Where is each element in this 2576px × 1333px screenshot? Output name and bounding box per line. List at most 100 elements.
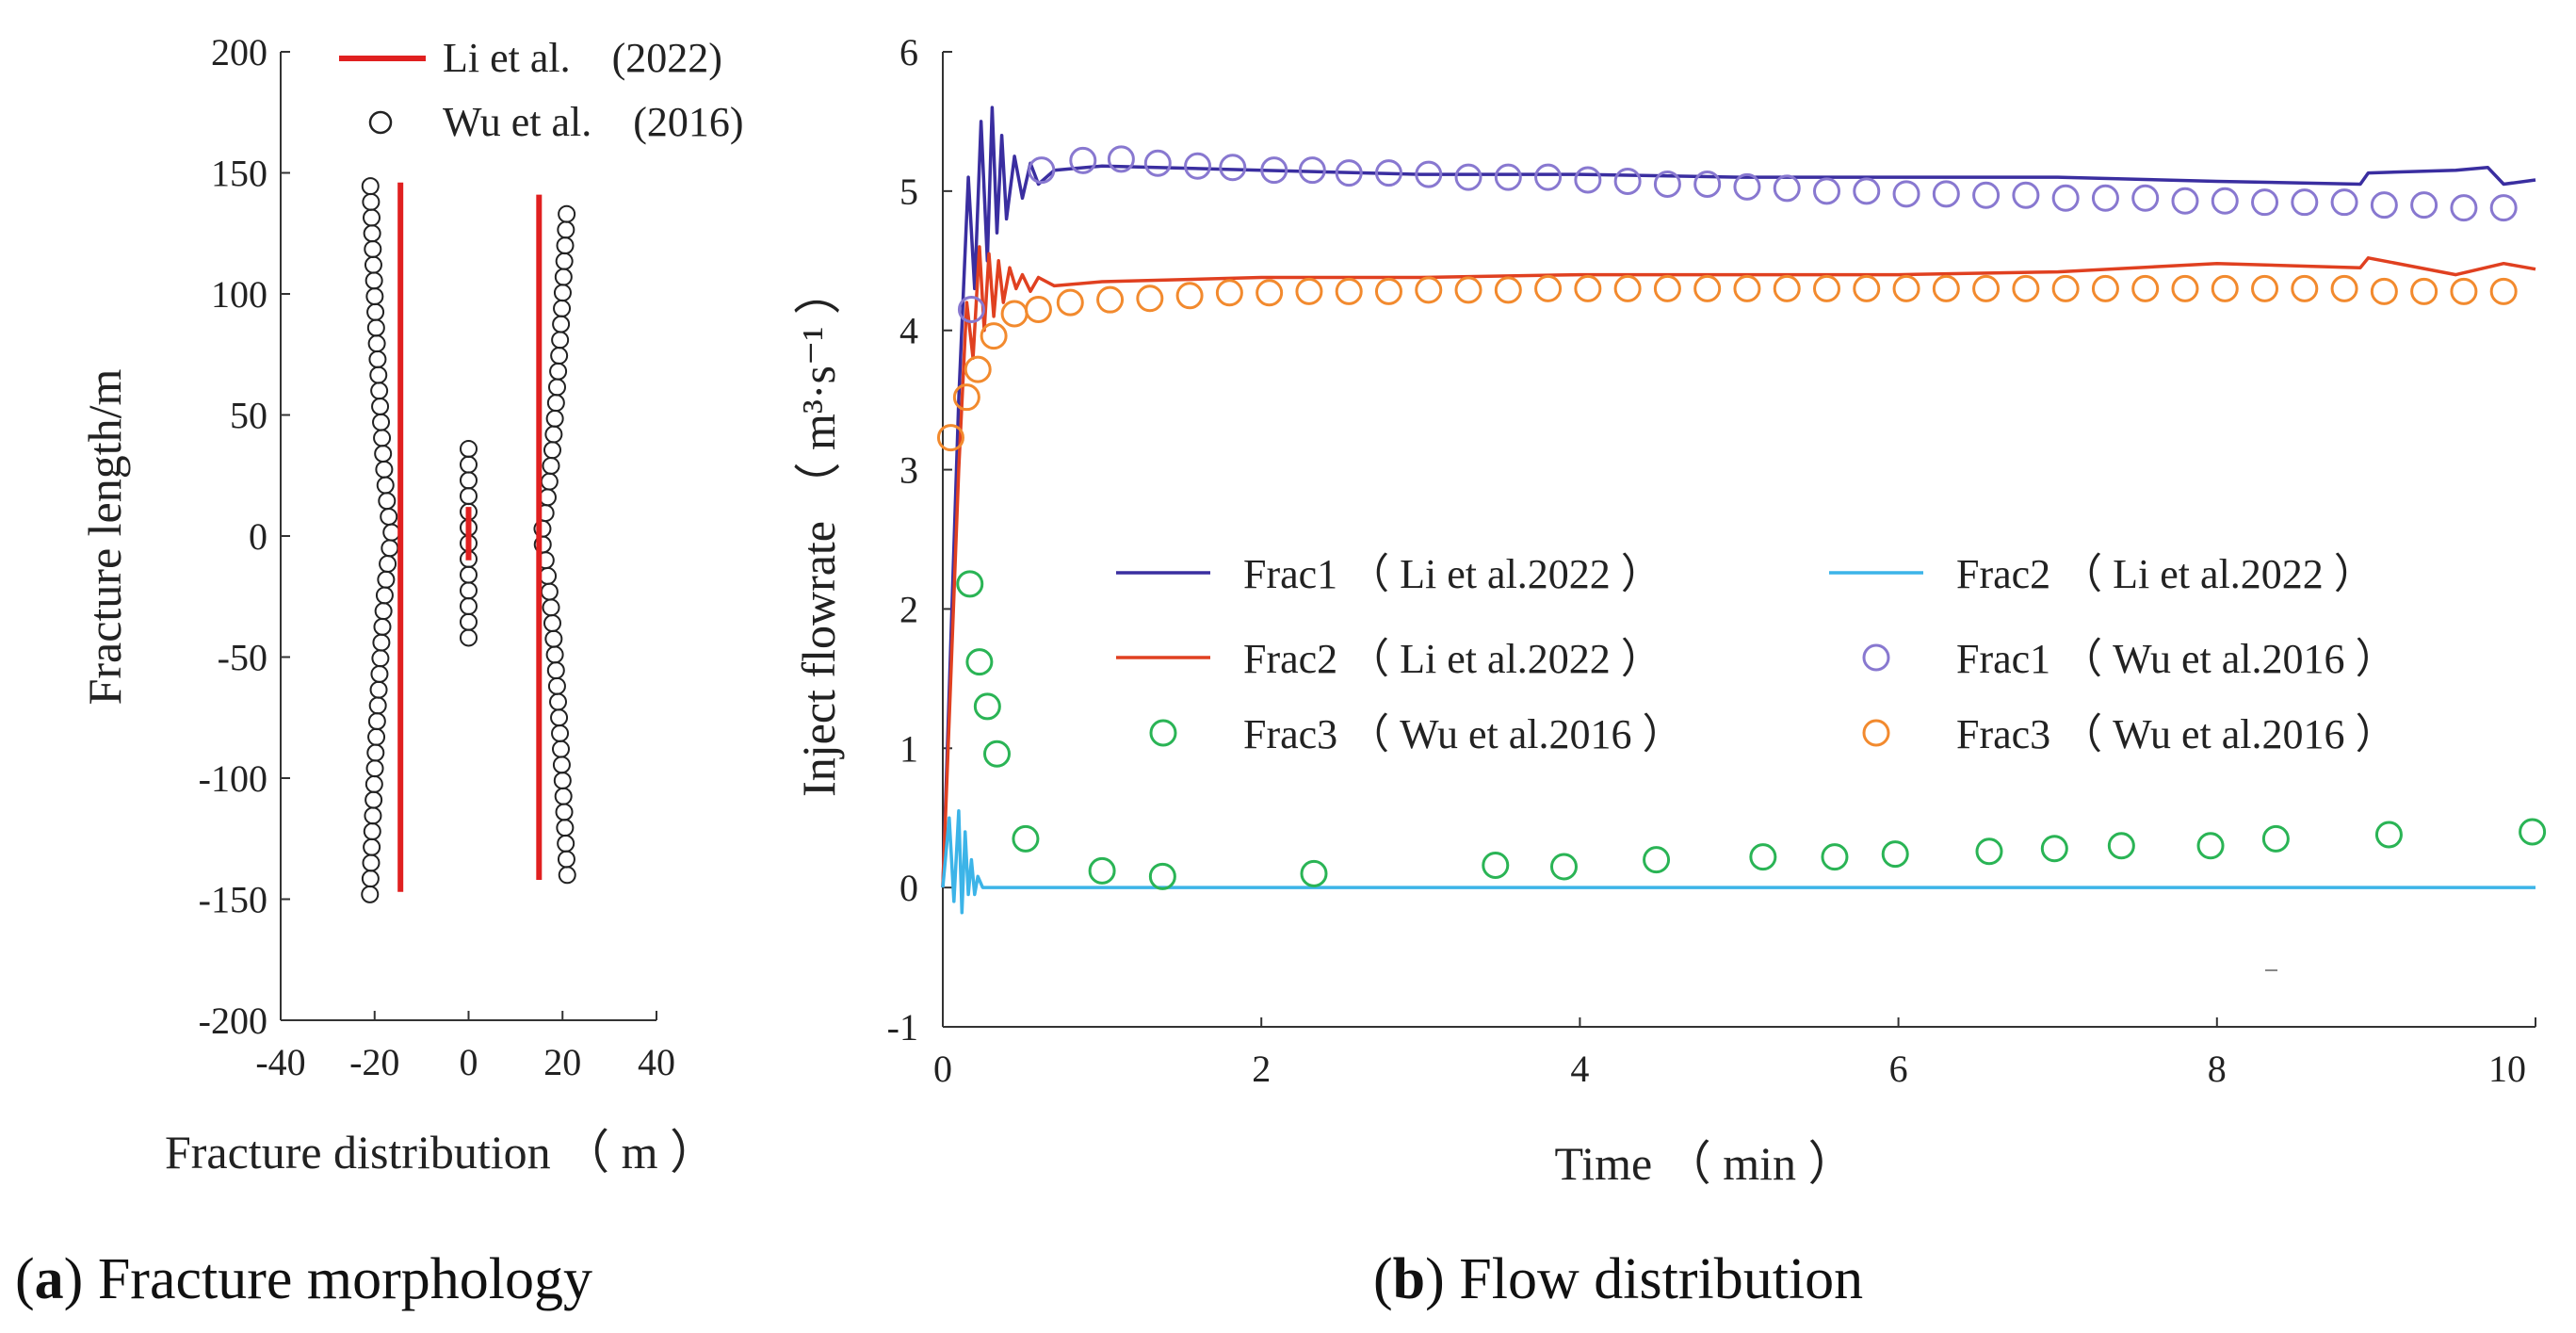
series-4-point	[2131, 274, 2160, 302]
series-4-point	[2410, 277, 2438, 305]
wu-fracture-point	[550, 347, 569, 366]
b-y-tick-label: -1	[887, 1006, 918, 1049]
series-3-point	[1534, 163, 1563, 191]
series-4-point	[1534, 274, 1563, 302]
caption-open-a: (	[15, 1247, 35, 1311]
a-x-tick-label: -20	[349, 1041, 399, 1083]
b-y-tick-label: 2	[899, 588, 918, 630]
series-5-point	[973, 692, 1001, 721]
b-y-tick-label: 0	[899, 867, 918, 909]
series-3-point	[1069, 146, 1097, 174]
wu-fracture-point	[365, 774, 383, 793]
series-3-point	[1773, 174, 1801, 203]
series-5-point	[1881, 840, 1909, 869]
wu-fracture-point	[365, 759, 384, 778]
wu-fracture-point	[540, 582, 559, 601]
wu-fracture-point	[374, 602, 393, 621]
wu-fracture-point	[377, 570, 396, 589]
wu-fracture-point	[544, 629, 563, 648]
series-5-point	[2040, 835, 2068, 863]
series-4-point	[1136, 284, 1164, 313]
wu-fracture-point	[550, 708, 569, 727]
series-3-point	[1260, 156, 1288, 185]
series-3-point	[1219, 154, 1247, 182]
series-3-point	[2051, 184, 2080, 212]
a-y-tick-label: -50	[218, 637, 267, 679]
caption-close-b: )	[1425, 1247, 1445, 1311]
series-4-point	[2091, 274, 2119, 302]
series-4-point	[2370, 277, 2398, 305]
series-5-point	[965, 648, 994, 676]
wu-fracture-point	[379, 555, 397, 574]
series-4-point	[1494, 276, 1522, 304]
series-3-point	[2410, 191, 2438, 219]
wu-fracture-point	[362, 192, 381, 211]
series-5-point	[1821, 843, 1849, 871]
a-x-tick-label: 20	[543, 1041, 581, 1083]
series-4-point	[1574, 274, 1602, 302]
wu-fracture-point	[547, 676, 566, 695]
series-3-point	[2211, 187, 2239, 215]
series-3-point	[1494, 163, 1522, 191]
wu-fracture-point	[460, 581, 478, 600]
wu-fracture-point	[363, 837, 381, 856]
series-3-point	[1813, 177, 1841, 205]
series-3-point	[1143, 149, 1172, 177]
wu-fracture-point	[380, 507, 398, 526]
panel-b-marks	[936, 106, 2547, 915]
a-y-tick-label: 100	[211, 273, 267, 316]
series-4-point	[1853, 274, 1881, 302]
panel-b-ticks: -1 0 1 2 3 4 5 6 0 2 4 6 8 10	[887, 31, 2536, 1090]
series-4-point	[1932, 274, 1960, 302]
b-x-tick-label: 10	[2488, 1048, 2526, 1090]
series-4-point	[1733, 274, 1761, 302]
b-y-tick-label: 4	[899, 310, 918, 352]
wu-fracture-point	[555, 803, 574, 821]
series-3-point	[1107, 145, 1135, 173]
wu-fracture-point	[460, 471, 478, 490]
wu-fracture-point	[382, 523, 401, 542]
wu-fracture-point	[365, 790, 383, 809]
wu-fracture-point	[368, 350, 387, 368]
series-4-point	[1175, 282, 1204, 310]
wu-fracture-point	[364, 239, 382, 258]
series-3-point	[1335, 159, 1363, 187]
b-y-tick-label: 3	[899, 449, 918, 492]
panel-b-legend: Frac1 （ Li et al.2022 ） Frac2 （ Li et al.…	[1116, 551, 2396, 757]
series-5-point	[2107, 832, 2135, 860]
series-4-point	[2012, 274, 2040, 302]
series-4-point	[2051, 274, 2080, 302]
series-4-point	[2171, 274, 2199, 302]
series-4-point	[1653, 274, 1681, 302]
wu-fracture-point	[546, 661, 565, 680]
a-y-tick-label: 200	[211, 31, 267, 73]
wu-fracture-point	[363, 208, 381, 227]
wu-fracture-point	[373, 429, 392, 447]
series-3-point	[1653, 170, 1681, 198]
series-3-point	[1415, 160, 1443, 188]
series-4-point	[980, 322, 1008, 350]
series-5-point	[1643, 846, 1671, 874]
wu-fracture-point	[365, 287, 384, 306]
wu-fracture-point	[361, 885, 380, 903]
series-5-point	[982, 740, 1011, 768]
b-x-tick-label: 4	[1570, 1048, 1589, 1090]
panel-b-axes	[942, 52, 2535, 1028]
series-4-point	[1773, 274, 1801, 302]
series-4-point	[2450, 277, 2478, 305]
wu-fracture-point	[544, 425, 563, 444]
legend-b-label: Frac2 （ Li et al.2022 ）	[1243, 636, 1662, 682]
series-4-point	[1415, 276, 1443, 304]
legend-b-circle-swatch	[1862, 719, 1890, 747]
series-3-point	[1028, 156, 1056, 185]
series-4-point	[1215, 279, 1243, 307]
wu-fracture-point	[367, 712, 386, 731]
wu-fracture-point	[542, 598, 560, 617]
legend-b-label: Frac3 （ Wu et al.2016 ）	[1956, 711, 2396, 757]
wu-fracture-point	[555, 252, 574, 270]
wu-fracture-point	[460, 439, 478, 458]
series-3-point	[2450, 194, 2478, 222]
panel-b-caption: (b) Flow distribution	[1373, 1247, 1863, 1311]
